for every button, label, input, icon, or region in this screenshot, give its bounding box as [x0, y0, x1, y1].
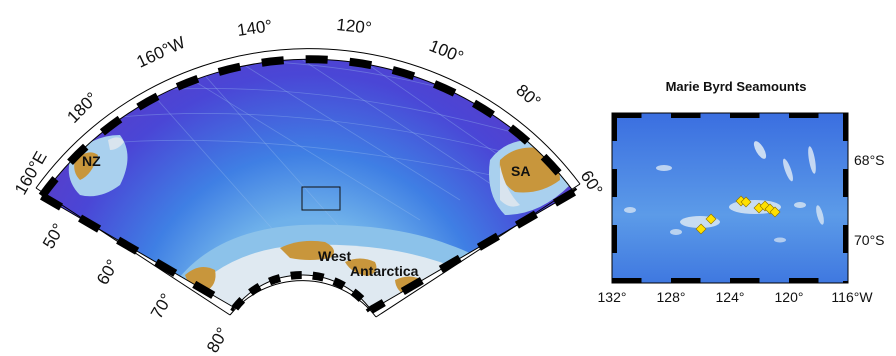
- lat-label-60: 60°: [93, 256, 122, 288]
- lon-label-160w: 160°W: [134, 33, 188, 72]
- lon-label-60: 60°: [577, 167, 607, 199]
- seamounts-location-box: [301, 186, 341, 211]
- new-zealand-land: [74, 152, 98, 180]
- inset-ocean: [612, 113, 848, 283]
- seamount-marker: [740, 196, 752, 208]
- inset-lon-label-132: 132°: [598, 289, 627, 305]
- inset-lon-label-120: 120°: [775, 289, 804, 305]
- main-map: NZ SA West Antarctica 160°E 180° 160°W 1…: [11, 15, 606, 356]
- inset-lon-label-128: 128°: [657, 289, 686, 305]
- seamount-marker: [695, 223, 707, 235]
- place-label-sa: SA: [511, 163, 530, 179]
- inset-map: Marie Byrd Seamounts: [598, 79, 885, 305]
- seamount-marker: [705, 213, 717, 225]
- lon-label-180: 180°: [63, 89, 101, 127]
- inset-lon-label-124: 124°: [716, 289, 745, 305]
- inset-lon-label-116w: 116°W: [831, 289, 873, 305]
- lat-label-70: 70°: [147, 290, 176, 322]
- inset-lat-label-68s: 68°S: [854, 152, 885, 168]
- lon-label-80: 80°: [512, 81, 544, 112]
- lon-label-100: 100°: [427, 36, 467, 67]
- lat-label-80: 80°: [203, 324, 232, 356]
- seamount-markers: [695, 195, 781, 235]
- lon-label-140: 140°: [236, 16, 273, 40]
- place-label-antarctica: Antarctica: [350, 263, 419, 279]
- inset-title: Marie Byrd Seamounts: [666, 79, 807, 94]
- inset-lat-label-70s: 70°S: [854, 232, 885, 248]
- place-label-west: West: [318, 248, 352, 264]
- lat-label-50: 50°: [39, 220, 68, 252]
- seafloor-texture: [84, 59, 561, 261]
- place-label-nz: NZ: [82, 153, 101, 169]
- seamount-marker: [769, 206, 781, 218]
- lon-label-120: 120°: [336, 15, 373, 38]
- antarctica-land: [280, 240, 334, 260]
